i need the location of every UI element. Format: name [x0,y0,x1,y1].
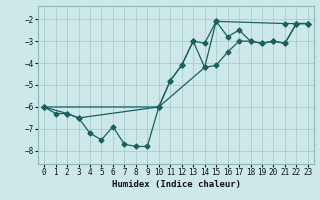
X-axis label: Humidex (Indice chaleur): Humidex (Indice chaleur) [111,180,241,189]
